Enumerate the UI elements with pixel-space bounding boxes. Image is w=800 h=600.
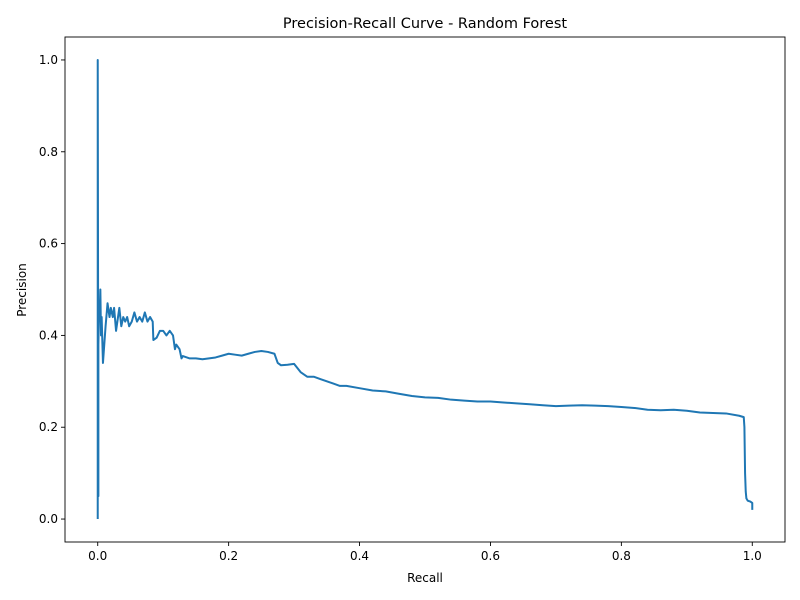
x-tick-label: 0.8 (612, 549, 631, 563)
y-tick-label: 0.4 (39, 328, 58, 342)
x-tick-label: 0.0 (88, 549, 107, 563)
x-axis-label: Recall (407, 571, 443, 585)
y-axis-label: Precision (15, 263, 29, 317)
y-tick-label: 0.0 (39, 512, 58, 526)
x-tick-label: 0.2 (219, 549, 238, 563)
y-tick-label: 0.8 (39, 145, 58, 159)
pr-curve-line (96, 58, 754, 520)
axes-frame (64, 36, 786, 543)
chart-title: Precision-Recall Curve - Random Forest (283, 16, 567, 32)
x-tick-label: 0.6 (481, 549, 500, 563)
y-tick-label: 0.2 (39, 420, 58, 434)
y-tick-label: 1.0 (39, 53, 58, 67)
x-tick-label: 1.0 (743, 549, 762, 563)
x-tick-label: 0.4 (350, 549, 369, 563)
y-tick-label: 0.6 (39, 237, 58, 251)
